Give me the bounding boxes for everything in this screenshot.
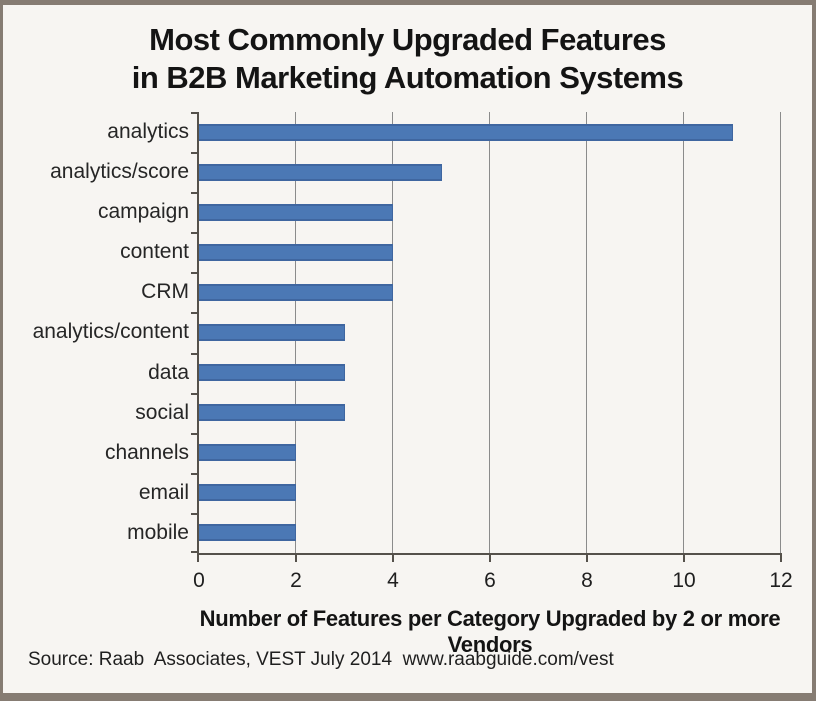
gridline <box>489 112 490 553</box>
x-axis-tick <box>586 553 588 562</box>
y-axis-tick <box>191 112 198 114</box>
y-axis-tick <box>191 152 198 154</box>
category-label: mobile <box>127 520 189 544</box>
category-label: analytics/score <box>50 160 189 184</box>
bar <box>199 123 733 141</box>
x-axis-tick <box>295 553 297 562</box>
x-axis-tick <box>683 553 685 562</box>
bar <box>199 203 393 221</box>
x-axis-tick-label: 0 <box>193 569 205 592</box>
category-label: campaign <box>97 200 189 224</box>
category-label: content <box>120 240 189 264</box>
chart-title: Most Commonly Upgraded Features in B2B M… <box>3 21 812 97</box>
x-axis-title: Number of Features per Category Upgraded… <box>199 606 781 657</box>
bar <box>199 283 393 301</box>
bar <box>199 444 296 462</box>
x-axis-tick <box>489 553 491 562</box>
category-label: email <box>138 480 189 504</box>
gridline <box>392 112 393 553</box>
bar <box>199 364 345 382</box>
y-axis-tick <box>191 473 198 475</box>
chart-title-line-1: Most Commonly Upgraded Features <box>149 22 666 57</box>
x-axis-tick <box>392 553 394 562</box>
source-credit: Source: Raab Associates, VEST July 2014 … <box>28 649 614 670</box>
category-label: social <box>135 400 189 424</box>
y-axis-tick <box>191 272 198 274</box>
category-label: data <box>148 360 189 384</box>
bar <box>199 404 345 422</box>
category-label: analytics/content <box>32 320 189 344</box>
bar <box>199 524 296 542</box>
bar <box>199 243 393 261</box>
category-axis-labels: analytics analytics/score campaign content C… <box>3 112 189 553</box>
x-axis-tick <box>197 553 199 562</box>
y-axis-tick <box>191 312 198 314</box>
y-axis-tick <box>191 513 198 515</box>
bar <box>199 324 345 341</box>
y-axis-tick <box>191 353 198 355</box>
category-label: channels <box>104 440 189 464</box>
x-axis-tick-label: 6 <box>484 569 496 592</box>
y-axis-tick <box>191 551 198 553</box>
y-axis-tick <box>191 192 198 194</box>
x-axis-tick-label: 2 <box>290 569 302 592</box>
category-label: CRM <box>141 280 189 304</box>
x-axis-tick <box>780 553 782 562</box>
x-axis-tick-label: 4 <box>387 569 399 592</box>
x-axis-tick-label: 12 <box>769 569 793 592</box>
gridline <box>683 112 684 553</box>
gridline <box>780 112 781 553</box>
y-axis-tick <box>191 232 198 234</box>
x-axis-tick-label: 8 <box>581 569 593 592</box>
category-label: analytics <box>107 120 189 143</box>
chart-title-line-2: in B2B Marketing Automation Systems <box>131 60 684 95</box>
y-axis-tick <box>191 433 198 435</box>
bar <box>199 163 442 181</box>
x-axis-tick-label: 10 <box>672 569 696 592</box>
gridline <box>586 112 587 553</box>
plot-area: 0 2 4 6 8 10 12 <box>191 112 793 592</box>
bar <box>199 484 296 502</box>
y-axis-tick <box>191 393 198 395</box>
